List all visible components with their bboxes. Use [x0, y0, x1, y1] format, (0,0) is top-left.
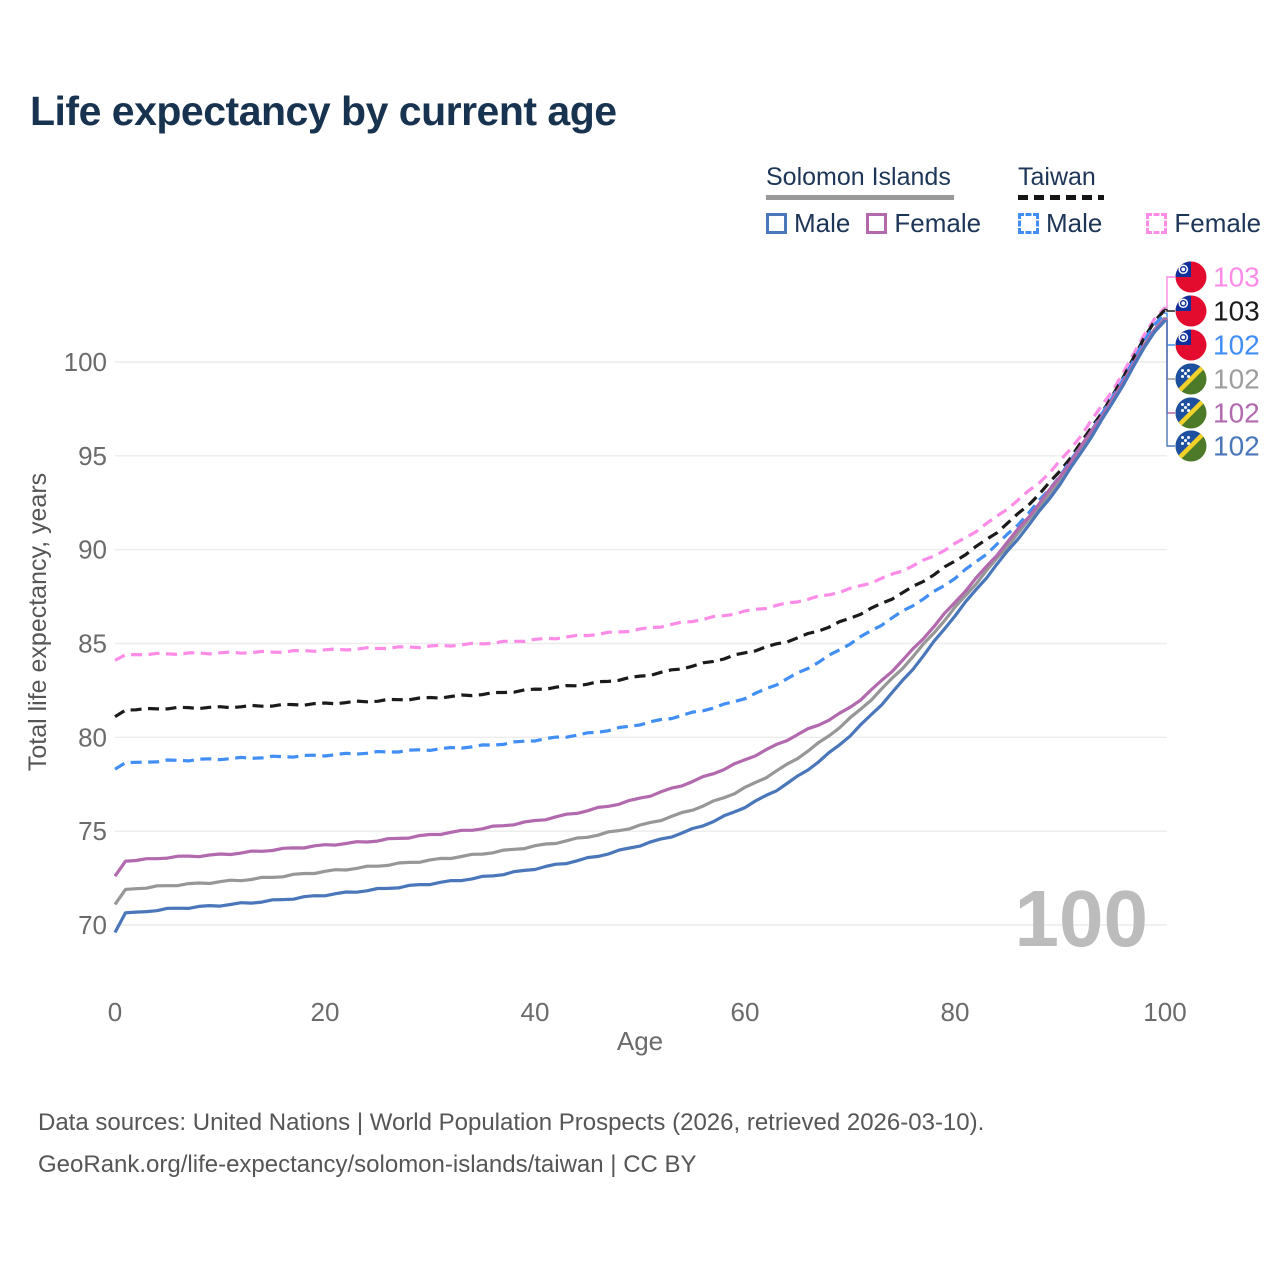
taiwan-flag-icon [1175, 295, 1207, 327]
legend-item-taiwan-male[interactable]: Male [1018, 208, 1102, 239]
leader-line [1164, 318, 1175, 414]
legend-header-solomon-islands: Solomon Islands [766, 163, 951, 191]
taiwan-flag-icon [1175, 329, 1207, 361]
end-label-value: 102 [1213, 398, 1260, 429]
legend-group-solomon-islands: Solomon Islands Male Female [766, 163, 981, 239]
x-axis-title: Age [617, 1026, 663, 1056]
series-line-solomon-islands-both-sexes [113, 316, 1167, 906]
x-tick-label: 100 [1143, 997, 1186, 1027]
series-line-solomon-islands-male [113, 319, 1167, 934]
dashed-line-swatch-icon [1018, 213, 1039, 234]
legend-item-taiwan-female[interactable]: Female [1146, 208, 1261, 239]
y-tick-label: 100 [64, 347, 107, 377]
legend-item-label: Male [1046, 208, 1103, 238]
end-label-value: 103 [1213, 296, 1260, 327]
legend-item-label: Female [1174, 208, 1262, 238]
legend-underline-solid [766, 195, 954, 200]
legend-item-label: Female [894, 208, 982, 238]
legend-header-taiwan: Taiwan [1018, 163, 1096, 191]
leader-line [1164, 317, 1175, 380]
grid-layer: 70 75 80 85 90 95 100 0 20 40 60 80 100 [64, 347, 1187, 1027]
legend-item-solomon-male[interactable]: Male [766, 208, 850, 239]
series-line-taiwan-both-sexes [114, 308, 1167, 719]
end-label-value: 102 [1213, 431, 1260, 462]
y-tick-label: 70 [78, 910, 107, 940]
solomon-islands-flag-icon [1175, 363, 1207, 395]
taiwan-flag-icon [1175, 261, 1207, 293]
series-line-solomon-islands-female [113, 317, 1167, 878]
age-indicator: 100 [1015, 874, 1148, 963]
leader-line [1164, 308, 1175, 312]
y-tick-label: 95 [78, 441, 107, 471]
y-tick-label: 85 [78, 629, 107, 659]
line-layer [113, 306, 1167, 934]
legend-item-label: Male [794, 208, 851, 238]
series-line-taiwan-female [114, 306, 1167, 662]
leader-line [1164, 320, 1175, 447]
y-tick-label: 80 [78, 722, 107, 752]
attribution-line: GeoRank.org/life-expectancy/solomon-isla… [38, 1151, 697, 1178]
end-label-value: 102 [1213, 364, 1260, 395]
x-tick-label: 60 [731, 997, 760, 1027]
end-label-value: 102 [1213, 330, 1260, 361]
legend-item-solomon-female[interactable]: Female [866, 208, 981, 239]
solomon-islands-flag-icon [1175, 397, 1207, 429]
solid-line-swatch-icon [766, 213, 787, 234]
solid-line-swatch-icon [866, 213, 888, 234]
end-label-value: 103 [1213, 262, 1260, 293]
footer: Data sources: United Nations | World Pop… [38, 1102, 984, 1186]
series-line-taiwan-male [114, 312, 1167, 771]
legend-group-taiwan: Taiwan Male Female [1018, 163, 1261, 239]
x-tick-label: 40 [521, 997, 550, 1027]
y-tick-label: 75 [78, 816, 107, 846]
x-tick-label: 0 [108, 997, 122, 1027]
legend-underline-dashed [1018, 195, 1104, 200]
x-tick-label: 20 [311, 997, 340, 1027]
solomon-islands-flag-icon [1175, 430, 1207, 462]
data-source-line: Data sources: United Nations | World Pop… [38, 1109, 985, 1136]
dashed-line-swatch-icon [1146, 213, 1168, 234]
y-axis-title: Total life expectancy, years [24, 473, 52, 771]
y-tick-label: 90 [78, 535, 107, 565]
leader-line [1164, 276, 1175, 309]
x-tick-label: 80 [941, 997, 970, 1027]
chart-title: Life expectancy by current age [30, 88, 617, 134]
